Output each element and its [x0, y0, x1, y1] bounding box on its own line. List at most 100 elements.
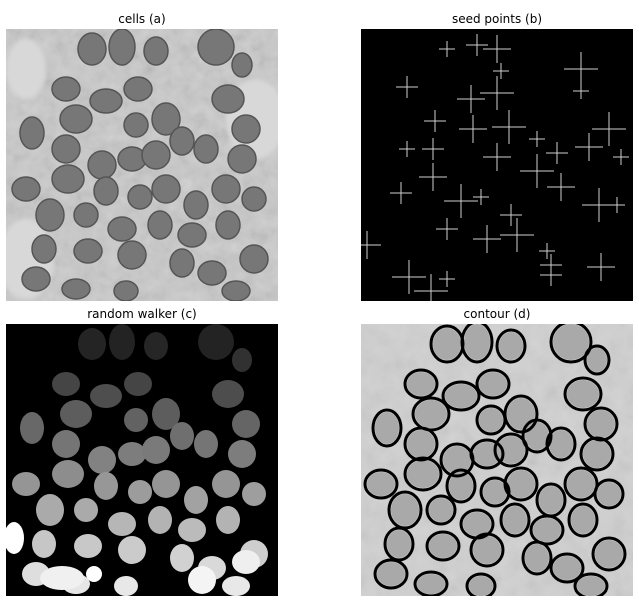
segmented-region — [242, 482, 266, 506]
nucleus-contour — [403, 456, 443, 492]
nucleus — [143, 36, 169, 66]
nucleus — [407, 430, 435, 458]
nucleus-contour — [549, 324, 593, 364]
nucleus — [117, 146, 147, 172]
nucleus — [553, 324, 589, 360]
nucleus — [169, 248, 195, 278]
title-contour: contour (d) — [463, 307, 531, 321]
nucleus-contour — [425, 530, 461, 562]
panel-contour — [361, 324, 633, 596]
nucleus — [151, 174, 181, 204]
nucleus-contour — [493, 432, 529, 468]
nucleus — [445, 384, 477, 408]
segmented-region — [212, 470, 240, 498]
nucleus — [73, 238, 103, 264]
segmented-region — [32, 530, 56, 558]
nucleus-contour — [373, 558, 409, 590]
nucleus — [407, 372, 435, 396]
segmented-region — [88, 446, 116, 474]
nucleus — [549, 430, 573, 458]
segmented-region — [188, 566, 216, 594]
nucleus — [449, 472, 473, 500]
nucleus — [127, 184, 153, 210]
nucleus-contour — [495, 328, 527, 364]
nucleus-contour — [593, 478, 625, 510]
nucleus-contour — [583, 344, 611, 376]
nucleus — [464, 324, 490, 360]
cells-image — [6, 29, 278, 301]
nucleus — [499, 332, 523, 360]
segmented-region — [148, 506, 172, 534]
segmented-region — [124, 372, 152, 396]
nucleus — [197, 29, 235, 66]
nucleus-contour — [503, 394, 539, 434]
segmented-region — [52, 372, 80, 396]
nucleus — [533, 518, 561, 542]
nucleus — [391, 494, 419, 526]
segmented-region — [36, 494, 64, 526]
nucleus — [35, 198, 65, 232]
nucleus-contour — [503, 466, 539, 502]
nucleus — [59, 104, 93, 134]
nucleus-contour — [403, 426, 439, 462]
random-walker-image — [6, 324, 278, 596]
segmented-region — [108, 512, 136, 536]
nucleus — [567, 380, 599, 408]
nucleus — [197, 260, 227, 286]
nucleus-contour — [371, 408, 403, 448]
nucleus — [93, 176, 119, 206]
nucleus — [577, 576, 605, 596]
segmented-region — [232, 550, 260, 574]
nucleus-contour — [521, 540, 553, 576]
nucleus-contour — [545, 426, 577, 462]
panel-seed-points — [361, 29, 633, 301]
segmented-region — [78, 328, 106, 360]
nucleus-contour — [579, 436, 615, 472]
nucleus — [113, 280, 139, 301]
nucleus — [473, 536, 501, 564]
nucleus — [147, 210, 173, 240]
segmented-region — [198, 324, 234, 360]
segmented-region — [90, 384, 122, 408]
segmented-region — [20, 412, 44, 444]
nucleus-contour — [475, 368, 511, 400]
segmented-region — [109, 324, 135, 360]
nucleus-contour — [383, 526, 415, 562]
nucleus-contour — [563, 466, 599, 502]
segmented-region — [114, 576, 138, 596]
segmented-region — [170, 422, 194, 450]
nucleus — [89, 88, 123, 114]
nucleus — [215, 210, 241, 240]
nucleus — [503, 506, 527, 534]
nucleus-contour — [479, 476, 511, 508]
nucleus — [151, 102, 181, 136]
nucleus-contour — [465, 572, 497, 596]
nucleus — [87, 150, 117, 180]
nucleus — [141, 140, 171, 170]
nucleus — [177, 222, 207, 248]
nucleus-contour — [363, 468, 399, 500]
nucleus — [231, 52, 253, 78]
nucleus-contour — [445, 468, 477, 504]
segmented-region — [94, 472, 118, 500]
segmented-region — [142, 436, 170, 464]
segmented-region — [152, 398, 180, 430]
title-seed-points: seed points (b) — [451, 12, 543, 26]
nucleus — [11, 176, 41, 202]
nucleus-contour — [591, 536, 627, 572]
nucleus — [525, 544, 549, 572]
nucleus-contour — [529, 514, 565, 546]
nucleus — [117, 240, 147, 270]
nucleus — [567, 470, 595, 498]
panel-random-walker — [6, 324, 278, 596]
nucleus — [429, 534, 457, 558]
nucleus — [479, 372, 507, 396]
nucleus — [239, 244, 269, 274]
segmented-region — [212, 380, 244, 408]
nucleus — [443, 446, 471, 474]
nucleus — [61, 278, 91, 300]
title-cells: cells (a) — [118, 12, 166, 26]
nucleus — [51, 164, 85, 194]
nucleus-contour — [521, 418, 553, 454]
nucleus — [433, 328, 461, 360]
